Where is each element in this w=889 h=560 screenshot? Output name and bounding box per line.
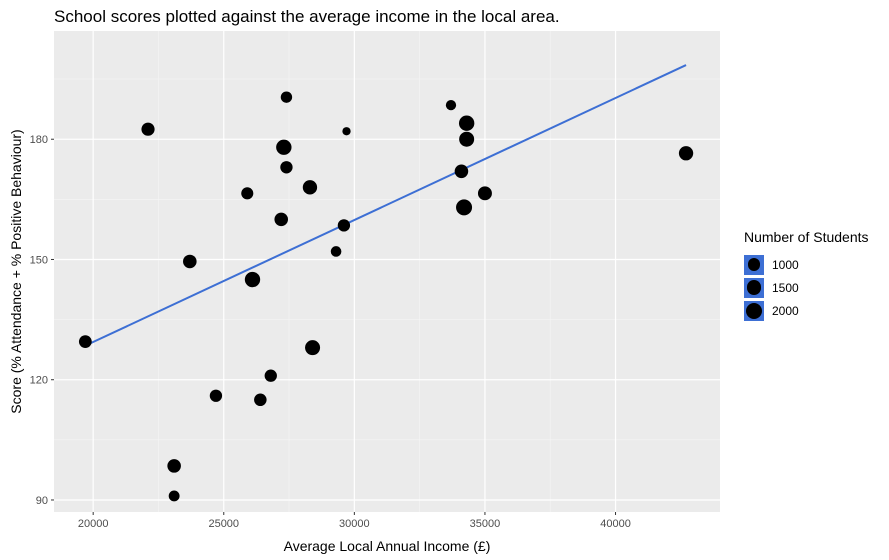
y-tick-label: 150 <box>30 254 48 266</box>
x-tick-label: 20000 <box>78 518 109 530</box>
trend-line-group <box>84 64 687 347</box>
legend-key <box>744 254 764 275</box>
legend-dot <box>747 258 761 271</box>
data-point <box>141 122 155 136</box>
x-axis-label: Average Local Annual Income (£) <box>284 538 491 554</box>
data-point <box>78 335 92 349</box>
data-point <box>276 139 292 155</box>
legend-label: 1500 <box>772 280 799 295</box>
data-point <box>244 271 261 288</box>
legend-item: 2000 <box>744 299 884 322</box>
data-point <box>454 164 469 179</box>
data-point <box>678 146 694 161</box>
data-point <box>477 186 492 201</box>
data-point <box>302 180 318 195</box>
data-point <box>168 490 180 502</box>
legend-label: 1000 <box>772 257 799 272</box>
legend-items: 1000 1500 2000 <box>744 253 884 322</box>
data-point <box>280 91 293 103</box>
chart-title: School scores plotted against the averag… <box>54 7 560 26</box>
grid-lines <box>54 31 720 512</box>
legend-dot <box>746 302 762 319</box>
data-point <box>459 131 475 147</box>
y-axis: 90 120 150 180 <box>30 134 54 507</box>
legend-item: 1500 <box>744 276 884 299</box>
x-tick-label: 25000 <box>208 518 239 530</box>
plot-panel <box>54 31 720 512</box>
legend-key <box>744 277 764 298</box>
data-point <box>241 187 254 200</box>
data-point <box>342 127 351 136</box>
legend-item: 1000 <box>744 253 884 276</box>
x-tick-label: 35000 <box>470 518 501 530</box>
data-point <box>280 161 293 174</box>
y-tick-label: 120 <box>30 375 48 387</box>
legend-label: 2000 <box>772 303 799 318</box>
y-axis-label: Score (% Attendance + % Positive Behavio… <box>8 129 24 413</box>
y-tick-label: 90 <box>36 495 48 507</box>
trend-line <box>84 64 687 347</box>
data-point <box>167 459 181 473</box>
legend-key <box>744 300 764 321</box>
y-tick-label: 180 <box>30 134 48 146</box>
data-point <box>305 340 321 356</box>
data-point <box>456 199 473 216</box>
data-point <box>445 100 457 111</box>
data-point <box>183 254 197 269</box>
data-point <box>209 389 223 402</box>
legend-title: Number of Students <box>744 229 869 245</box>
legend-dot <box>746 280 762 295</box>
x-tick-label: 40000 <box>600 518 631 530</box>
data-point <box>330 246 342 257</box>
data-points <box>78 91 694 502</box>
size-legend: Number of Students 1000 1500 2000 <box>744 229 884 322</box>
data-point <box>337 219 351 232</box>
data-point <box>458 115 475 131</box>
data-point <box>274 212 289 227</box>
data-point <box>254 393 267 407</box>
data-point <box>264 369 277 382</box>
x-tick-label: 30000 <box>339 518 370 530</box>
x-axis: 20000 25000 30000 35000 40000 <box>78 512 631 530</box>
